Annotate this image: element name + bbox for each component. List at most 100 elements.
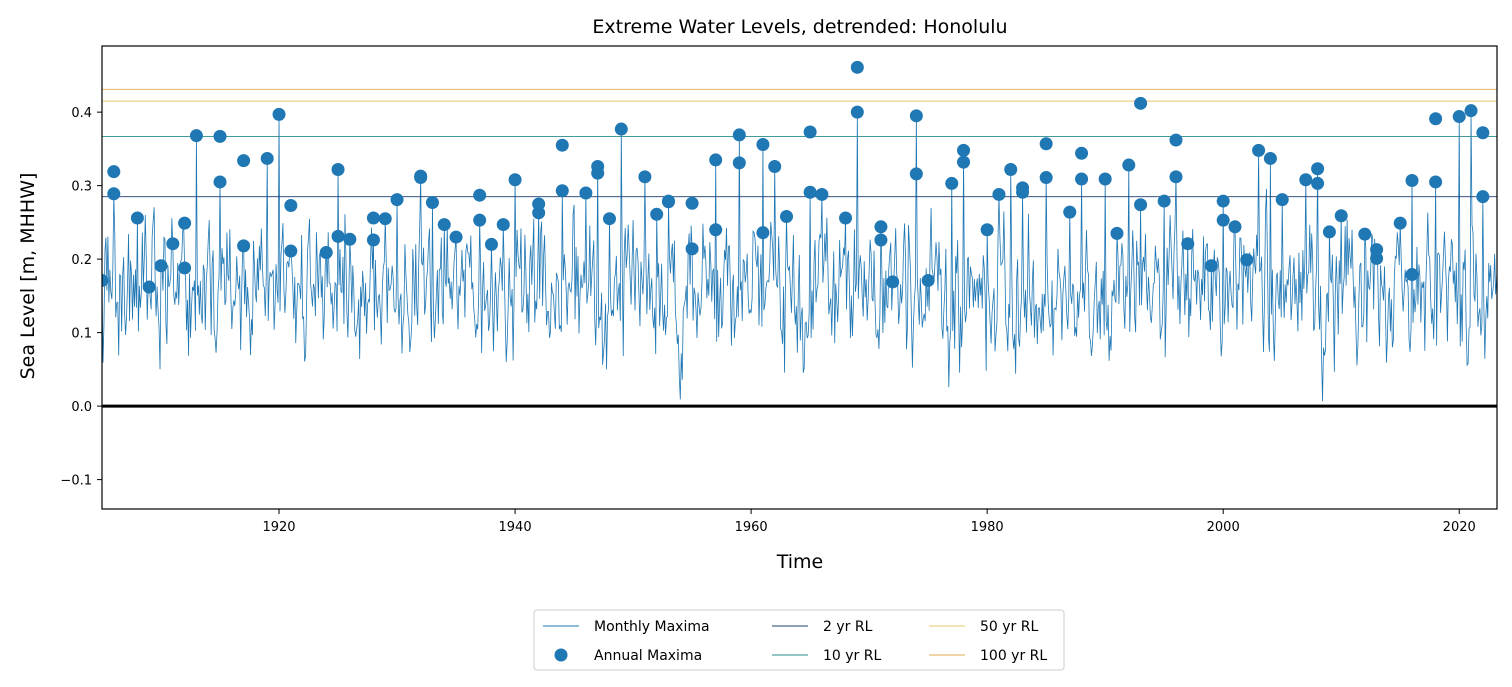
annual-maxima-point	[1169, 133, 1183, 147]
y-tick-label: 0.3	[71, 180, 92, 195]
annual-maxima-point	[1063, 205, 1077, 219]
annual-maxima-point	[1075, 172, 1089, 186]
annual-maxima-point	[992, 187, 1006, 201]
annual-maxima-point	[685, 242, 699, 256]
x-tick-label: 1940	[499, 520, 532, 535]
annual-maxima-point	[437, 218, 451, 232]
annual-maxima-point	[473, 213, 487, 227]
legend-label-annual: Annual Maxima	[594, 648, 702, 664]
annual-maxima-point	[189, 129, 203, 143]
y-tick-label: 0.2	[71, 253, 92, 268]
annual-maxima-point	[909, 167, 923, 181]
x-tick-label: 1980	[971, 520, 1004, 535]
annual-maxima-point	[732, 128, 746, 142]
x-tick-label: 2000	[1207, 520, 1240, 535]
y-tick-label: 0.4	[71, 106, 92, 121]
series-monthly-maxima	[102, 110, 1497, 402]
annual-maxima-point	[1016, 185, 1030, 199]
annual-maxima-point	[1204, 259, 1218, 273]
annual-maxima-point	[1216, 213, 1230, 227]
annual-maxima-point	[614, 122, 628, 136]
annual-maxima-point	[756, 137, 770, 151]
y-tick-label: 0.0	[71, 400, 92, 415]
annual-maxima-point	[1134, 198, 1148, 212]
y-axis-label: Sea Level [m, MHHW]	[17, 173, 39, 380]
annual-maxima-point	[815, 187, 829, 201]
annual-maxima-point	[638, 170, 652, 184]
annual-maxima-point	[732, 156, 746, 170]
legend-label-rl-10: 10 yr RL	[823, 648, 881, 664]
annual-maxima-point	[1275, 193, 1289, 207]
annual-maxima-point	[178, 216, 192, 230]
annual-maxima-point	[1334, 209, 1348, 223]
legend-label-rl-100: 100 yr RL	[980, 648, 1047, 664]
annual-maxima-point	[331, 162, 345, 176]
legend-swatch-annual	[554, 648, 568, 662]
annual-maxima-point	[260, 151, 274, 165]
annual-maxima-point	[366, 233, 380, 247]
annual-maxima-point	[142, 280, 156, 294]
plot-area	[102, 60, 1497, 408]
annual-maxima-point	[709, 153, 723, 167]
annual-maxima-point	[532, 206, 546, 220]
annual-maxima-point	[1476, 126, 1490, 140]
annual-maxima-point	[107, 165, 121, 179]
annual-maxima-point	[1405, 173, 1419, 187]
x-axis: 1920 1940 1960 1980 2000 2020	[262, 509, 1476, 535]
annual-maxima-point	[957, 155, 971, 169]
legend-label-rl-50: 50 yr RL	[980, 619, 1038, 635]
annual-maxima-point	[166, 237, 180, 251]
annual-maxima-point	[213, 129, 227, 143]
annual-maxima-point	[1039, 137, 1053, 151]
annual-maxima-point	[555, 184, 569, 198]
annual-maxima-point	[768, 160, 782, 174]
annual-maxima-point	[1122, 158, 1136, 172]
legend: Monthly Maxima Annual Maxima 2 yr RL 10 …	[533, 609, 1065, 671]
legend-label-monthly: Monthly Maxima	[594, 619, 710, 635]
annual-maxima-point	[1452, 110, 1466, 124]
x-tick-label: 1920	[262, 520, 295, 535]
annual-maxima-point	[1098, 172, 1112, 186]
annual-maxima-point	[1240, 253, 1254, 267]
annual-maxima-point	[154, 259, 168, 273]
annual-maxima-point	[980, 223, 994, 237]
annual-maxima-point	[331, 229, 345, 243]
y-axis: −0.1 0.0 0.1 0.2 0.3 0.4	[60, 106, 102, 489]
annual-maxima-point	[886, 275, 900, 289]
chart-title: Extreme Water Levels, detrended: Honolul…	[592, 16, 1007, 38]
annual-maxima-point	[1157, 194, 1171, 208]
annual-maxima-point	[1039, 171, 1053, 185]
annual-maxima-point	[1476, 190, 1490, 204]
annual-maxima-point	[1263, 151, 1277, 165]
annual-maxima-point	[602, 212, 616, 226]
x-tick-label: 2020	[1443, 520, 1476, 535]
annual-maxima-point	[1322, 225, 1336, 239]
annual-maxima-point	[272, 107, 286, 121]
x-axis-label: Time	[776, 551, 824, 573]
annual-maxima-point	[107, 187, 121, 201]
annual-maxima-point	[130, 211, 144, 225]
annual-maxima-point	[1299, 173, 1313, 187]
annual-maxima-point	[1252, 143, 1266, 157]
annual-maxima-point	[685, 196, 699, 210]
annual-maxima-point	[957, 143, 971, 157]
annual-maxima-point	[237, 239, 251, 253]
annual-maxima-point	[1181, 237, 1195, 251]
annual-maxima-point	[780, 210, 794, 224]
annual-maxima-point	[874, 233, 888, 247]
annual-maxima-point	[1004, 162, 1018, 176]
annual-maxima-point	[473, 188, 487, 202]
annual-maxima-point	[449, 230, 463, 244]
annual-maxima-point	[425, 196, 439, 210]
annual-maxima-point	[803, 185, 817, 199]
annual-maxima-point	[390, 193, 404, 207]
annual-maxima-point	[945, 176, 959, 190]
annual-maxima-point	[850, 105, 864, 119]
annual-maxima-point	[414, 171, 428, 185]
annual-maxima-point	[1169, 170, 1183, 184]
annual-maxima-point	[102, 273, 109, 287]
annual-maxima-point	[1110, 226, 1124, 240]
annual-maxima-point	[650, 207, 664, 221]
annual-maxima-point	[803, 125, 817, 139]
annual-maxima-point	[1216, 194, 1230, 208]
